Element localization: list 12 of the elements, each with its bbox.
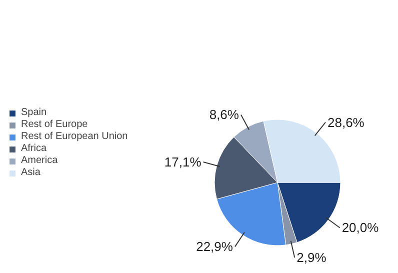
legend-label: Spain — [21, 107, 47, 118]
data-label: 2,9% — [296, 250, 327, 266]
data-label: 8,6% — [209, 107, 240, 122]
data-label: 17,1% — [164, 154, 202, 170]
legend-label: Rest of Europe — [21, 119, 88, 130]
data-label: 20,0% — [342, 220, 380, 236]
legend-label: America — [21, 155, 58, 166]
data-label: 28,6% — [328, 114, 365, 130]
legend-label: Africa — [21, 143, 47, 154]
legend-label: Rest of European Union — [21, 131, 128, 142]
legend-label: Asia — [21, 167, 41, 178]
data-label: 22,9% — [196, 239, 234, 254]
